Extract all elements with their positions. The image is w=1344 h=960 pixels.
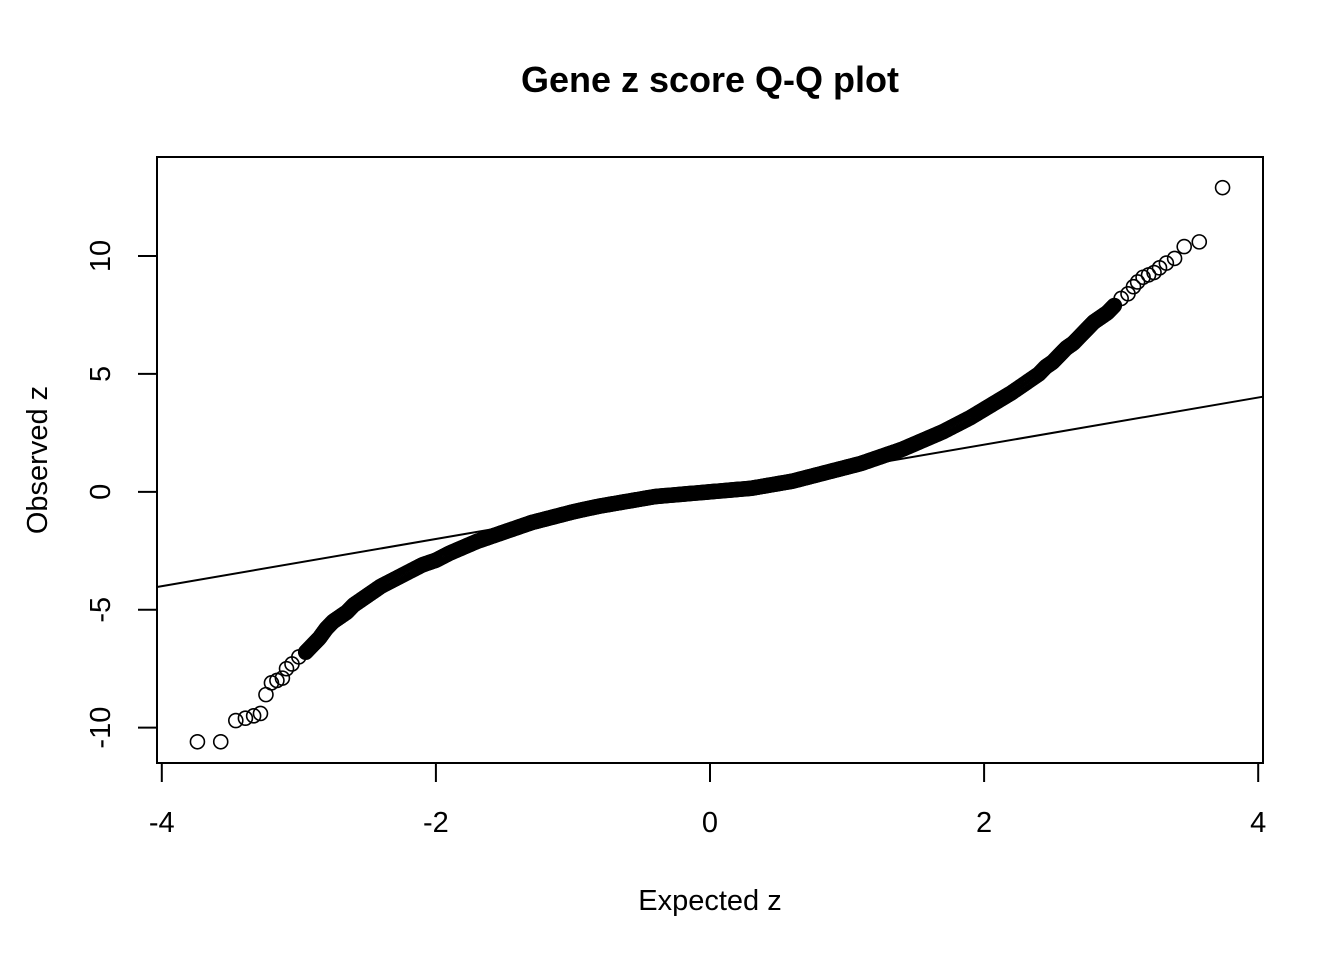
x-tick-label: -4 xyxy=(149,807,175,839)
y-tick-label: -5 xyxy=(85,597,117,623)
data-point xyxy=(237,710,254,726)
y-axis-label: Observed z xyxy=(22,386,54,534)
data-point xyxy=(1146,264,1162,281)
data-point xyxy=(1158,255,1175,271)
data-point xyxy=(1214,179,1231,196)
y-tick-label: 0 xyxy=(85,484,117,500)
data-point xyxy=(245,708,262,724)
y-tick-label: 10 xyxy=(85,240,117,272)
plot-frame xyxy=(156,156,1264,764)
x-axis: -4 -2 0 2 4 xyxy=(149,762,1266,839)
data-point-band xyxy=(298,298,1122,660)
y-tick-label: 5 xyxy=(85,366,117,382)
y-tick-label: -10 xyxy=(85,707,117,749)
data-points xyxy=(189,179,1231,750)
data-point xyxy=(1176,238,1192,255)
data-point xyxy=(252,705,269,722)
chart-title: Gene z score Q-Q plot xyxy=(521,59,899,100)
data-point xyxy=(212,733,229,750)
data-point xyxy=(274,670,291,686)
x-axis-label: Expected z xyxy=(638,885,781,917)
data-point xyxy=(1129,274,1146,290)
data-point xyxy=(1105,298,1122,315)
data-point xyxy=(189,733,206,750)
data-point xyxy=(1166,250,1183,267)
x-tick-label: 4 xyxy=(1250,807,1266,839)
data-point xyxy=(1191,234,1208,250)
x-tick-label: -2 xyxy=(423,807,449,839)
y-axis: -10 -5 0 5 10 xyxy=(85,240,158,749)
x-tick-label: 0 xyxy=(702,807,718,839)
data-point xyxy=(228,712,244,729)
data-point xyxy=(278,660,295,677)
data-point xyxy=(1125,278,1142,295)
plot-content xyxy=(156,179,1264,750)
x-tick-label: 2 xyxy=(976,807,992,839)
